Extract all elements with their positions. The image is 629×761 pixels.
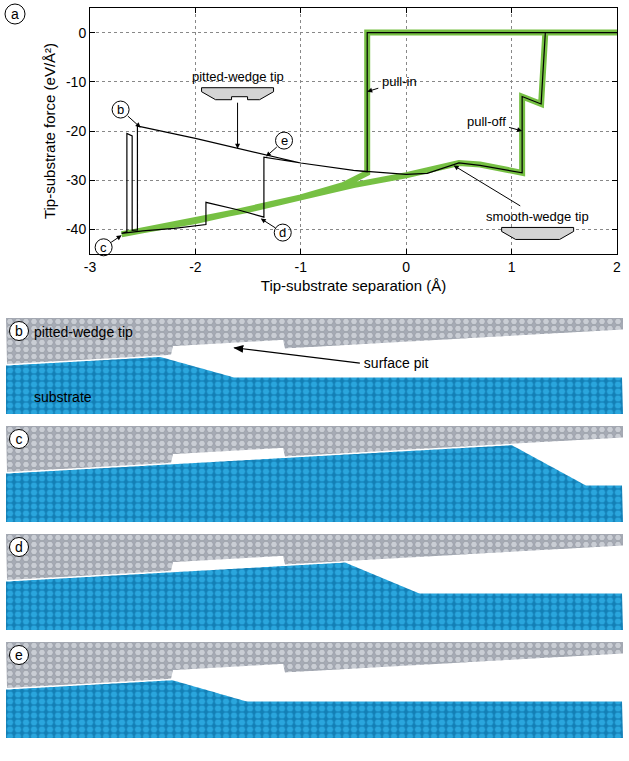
- svg-text:pitted-wedge tip: pitted-wedge tip: [192, 69, 284, 84]
- svg-text:-20: -20: [66, 123, 86, 139]
- svg-text:e: e: [15, 647, 23, 663]
- svg-text:pitted-wedge tip: pitted-wedge tip: [34, 324, 133, 340]
- svg-text:e: e: [281, 133, 288, 148]
- svg-text:2: 2: [613, 259, 621, 275]
- svg-text:0: 0: [402, 259, 410, 275]
- svg-text:Tip-substrate force (eV/Å²): Tip-substrate force (eV/Å²): [41, 43, 58, 219]
- svg-text:-30: -30: [66, 172, 86, 188]
- svg-text:c: c: [16, 431, 23, 447]
- svg-text:substrate: substrate: [34, 389, 92, 405]
- svg-text:-1: -1: [295, 259, 308, 275]
- svg-text:-10: -10: [66, 74, 86, 90]
- svg-text:d: d: [15, 539, 23, 555]
- svg-text:surface pit: surface pit: [364, 355, 429, 371]
- svg-text:pull-in: pull-in: [382, 74, 417, 89]
- svg-text:-40: -40: [66, 221, 86, 237]
- svg-text:b: b: [15, 323, 23, 339]
- svg-text:Tip-substrate separation (Å): Tip-substrate separation (Å): [261, 277, 446, 294]
- svg-text:-3: -3: [84, 259, 97, 275]
- svg-text:0: 0: [78, 24, 86, 40]
- svg-text:a: a: [11, 6, 19, 22]
- svg-text:-2: -2: [189, 259, 202, 275]
- svg-text:smooth-wedge tip: smooth-wedge tip: [486, 209, 589, 224]
- svg-text:pull-off: pull-off: [467, 114, 506, 129]
- svg-text:d: d: [279, 225, 286, 240]
- svg-text:b: b: [117, 102, 124, 117]
- svg-text:1: 1: [508, 259, 516, 275]
- svg-text:c: c: [100, 240, 107, 255]
